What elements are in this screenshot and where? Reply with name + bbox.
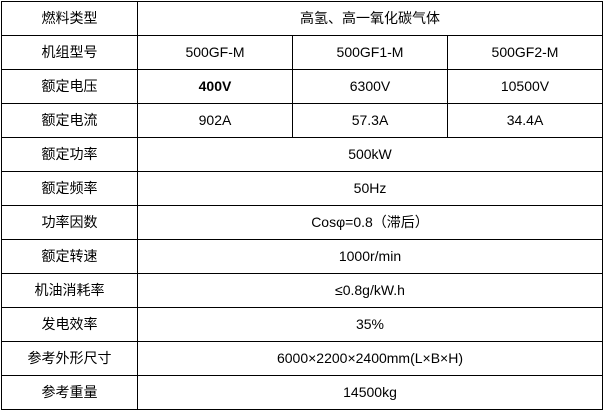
row-value: 34.4A <box>447 103 603 138</box>
row-value: 10500V <box>447 69 603 104</box>
row-label: 额定转速 <box>1 239 138 274</box>
row-value: 35% <box>137 307 603 342</box>
row-value: Cosφ=0.8（滞后） <box>137 205 603 240</box>
row-value: 902A <box>137 103 293 138</box>
row-value: 6300V <box>292 69 448 104</box>
row-value: 500GF-M <box>137 35 293 70</box>
row-value: 14500kg <box>137 375 603 410</box>
row-value: 6000×2200×2400mm(L×B×H) <box>137 341 603 376</box>
row-label: 机组型号 <box>1 35 138 70</box>
row-label: 额定频率 <box>1 171 138 206</box>
row-value: 1000r/min <box>137 239 603 274</box>
row-label: 额定功率 <box>1 137 138 172</box>
table-row: 发电效率 35% <box>1 307 603 342</box>
row-label: 发电效率 <box>1 307 138 342</box>
table-row: 燃料类型 高氢、高一氧化碳气体 <box>1 1 603 36</box>
table-row: 额定电流 902A 57.3A 34.4A <box>1 103 603 138</box>
row-value: 500kW <box>137 137 603 172</box>
table-row: 功率因数 Cosφ=0.8（滞后） <box>1 205 603 240</box>
row-label: 机油消耗率 <box>1 273 138 308</box>
row-value: 50Hz <box>137 171 603 206</box>
table-row: 参考重量 14500kg <box>1 375 603 410</box>
row-value: 400V <box>137 69 293 104</box>
table-row: 机组型号 500GF-M 500GF1-M 500GF2-M <box>1 35 603 70</box>
row-label: 参考外形尺寸 <box>1 341 138 376</box>
table-row: 参考外形尺寸 6000×2200×2400mm(L×B×H) <box>1 341 603 376</box>
row-label: 功率因数 <box>1 205 138 240</box>
row-label: 额定电压 <box>1 69 138 104</box>
row-label: 额定电流 <box>1 103 138 138</box>
table-row: 额定频率 50Hz <box>1 171 603 206</box>
row-label: 燃料类型 <box>1 1 138 36</box>
table-row: 额定转速 1000r/min <box>1 239 603 274</box>
table-row: 额定电压 400V 6300V 10500V <box>1 69 603 104</box>
table-row: 额定功率 500kW <box>1 137 603 172</box>
row-value: ≤0.8g/kW.h <box>137 273 603 308</box>
row-value: 57.3A <box>292 103 448 138</box>
row-value: 500GF2-M <box>447 35 603 70</box>
row-value: 高氢、高一氧化碳气体 <box>137 1 603 36</box>
table-row: 机油消耗率 ≤0.8g/kW.h <box>1 273 603 308</box>
row-value: 500GF1-M <box>292 35 448 70</box>
row-label: 参考重量 <box>1 375 138 410</box>
